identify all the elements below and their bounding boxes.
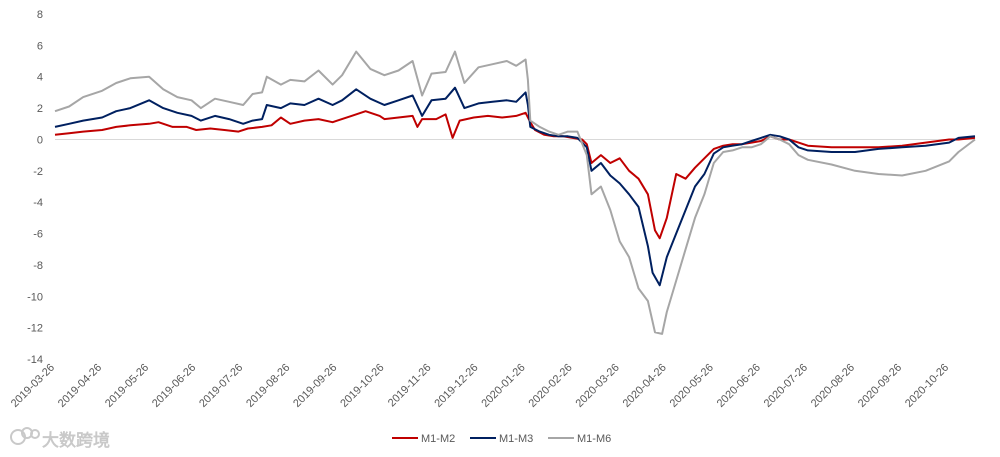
series-line-m1-m3 — [54, 86, 976, 287]
x-tick-label: 2020-05-26 — [668, 362, 716, 410]
y-tick-label: -8 — [33, 260, 43, 272]
y-tick-label: -6 — [33, 229, 43, 241]
series-line-m1-m6 — [54, 50, 976, 335]
x-tick-label: 2020-04-26 — [621, 362, 669, 410]
x-tick-label: 2019-04-26 — [56, 362, 104, 410]
watermark-logo-icon — [10, 427, 40, 445]
y-tick-label: -10 — [27, 291, 43, 303]
series-layer — [54, 50, 976, 335]
x-tick-label: 2019-12-26 — [432, 362, 480, 410]
watermark-text: 大数跨境 — [42, 430, 110, 451]
x-tick-label: 2020-10-26 — [903, 362, 951, 410]
y-tick-label: -12 — [27, 323, 43, 335]
legend-label: M1-M3 — [499, 433, 533, 445]
x-tick-label: 2019-03-26 — [9, 362, 57, 410]
y-tick-label: 6 — [37, 40, 43, 52]
x-tick-label: 2019-11-26 — [386, 362, 434, 410]
legend: M1-M2 M1-M3 M1-M6 — [392, 433, 611, 445]
legend-label: M1-M2 — [421, 433, 455, 445]
series-line-m1-m2 — [54, 110, 976, 240]
x-tick-label: 2019-07-26 — [197, 362, 245, 410]
y-tick-label: -14 — [27, 354, 43, 366]
y-axis: 8 6 4 2 0 -2 -4 -6 -8 -10 -12 -14 — [27, 9, 43, 366]
x-tick-label: 2020-08-26 — [809, 362, 857, 410]
x-tick-label: 2020-06-26 — [715, 362, 763, 410]
x-tick-label: 2020-01-26 — [479, 362, 527, 410]
x-tick-label: 2019-10-26 — [338, 362, 386, 410]
y-tick-label: 2 — [37, 103, 43, 115]
x-tick-label: 2020-09-26 — [856, 362, 904, 410]
y-tick-label: 0 — [37, 134, 43, 146]
x-tick-label: 2019-09-26 — [291, 362, 339, 410]
watermark: 大数跨境 — [10, 427, 110, 451]
x-tick-label: 2020-07-26 — [762, 362, 810, 410]
x-tick-label: 2019-06-26 — [150, 362, 198, 410]
y-tick-label: 4 — [37, 72, 43, 84]
x-tick-label: 2020-03-26 — [574, 362, 622, 410]
x-tick-label: 2019-08-26 — [244, 362, 292, 410]
x-axis: 2019-03-262019-04-262019-05-262019-06-26… — [9, 362, 951, 410]
y-tick-label: 8 — [37, 9, 43, 21]
legend-label: M1-M6 — [577, 433, 611, 445]
y-tick-label: -2 — [33, 166, 43, 178]
y-tick-label: -4 — [33, 197, 43, 209]
x-tick-label: 2019-05-26 — [103, 362, 151, 410]
x-tick-label: 2020-02-26 — [526, 362, 574, 410]
